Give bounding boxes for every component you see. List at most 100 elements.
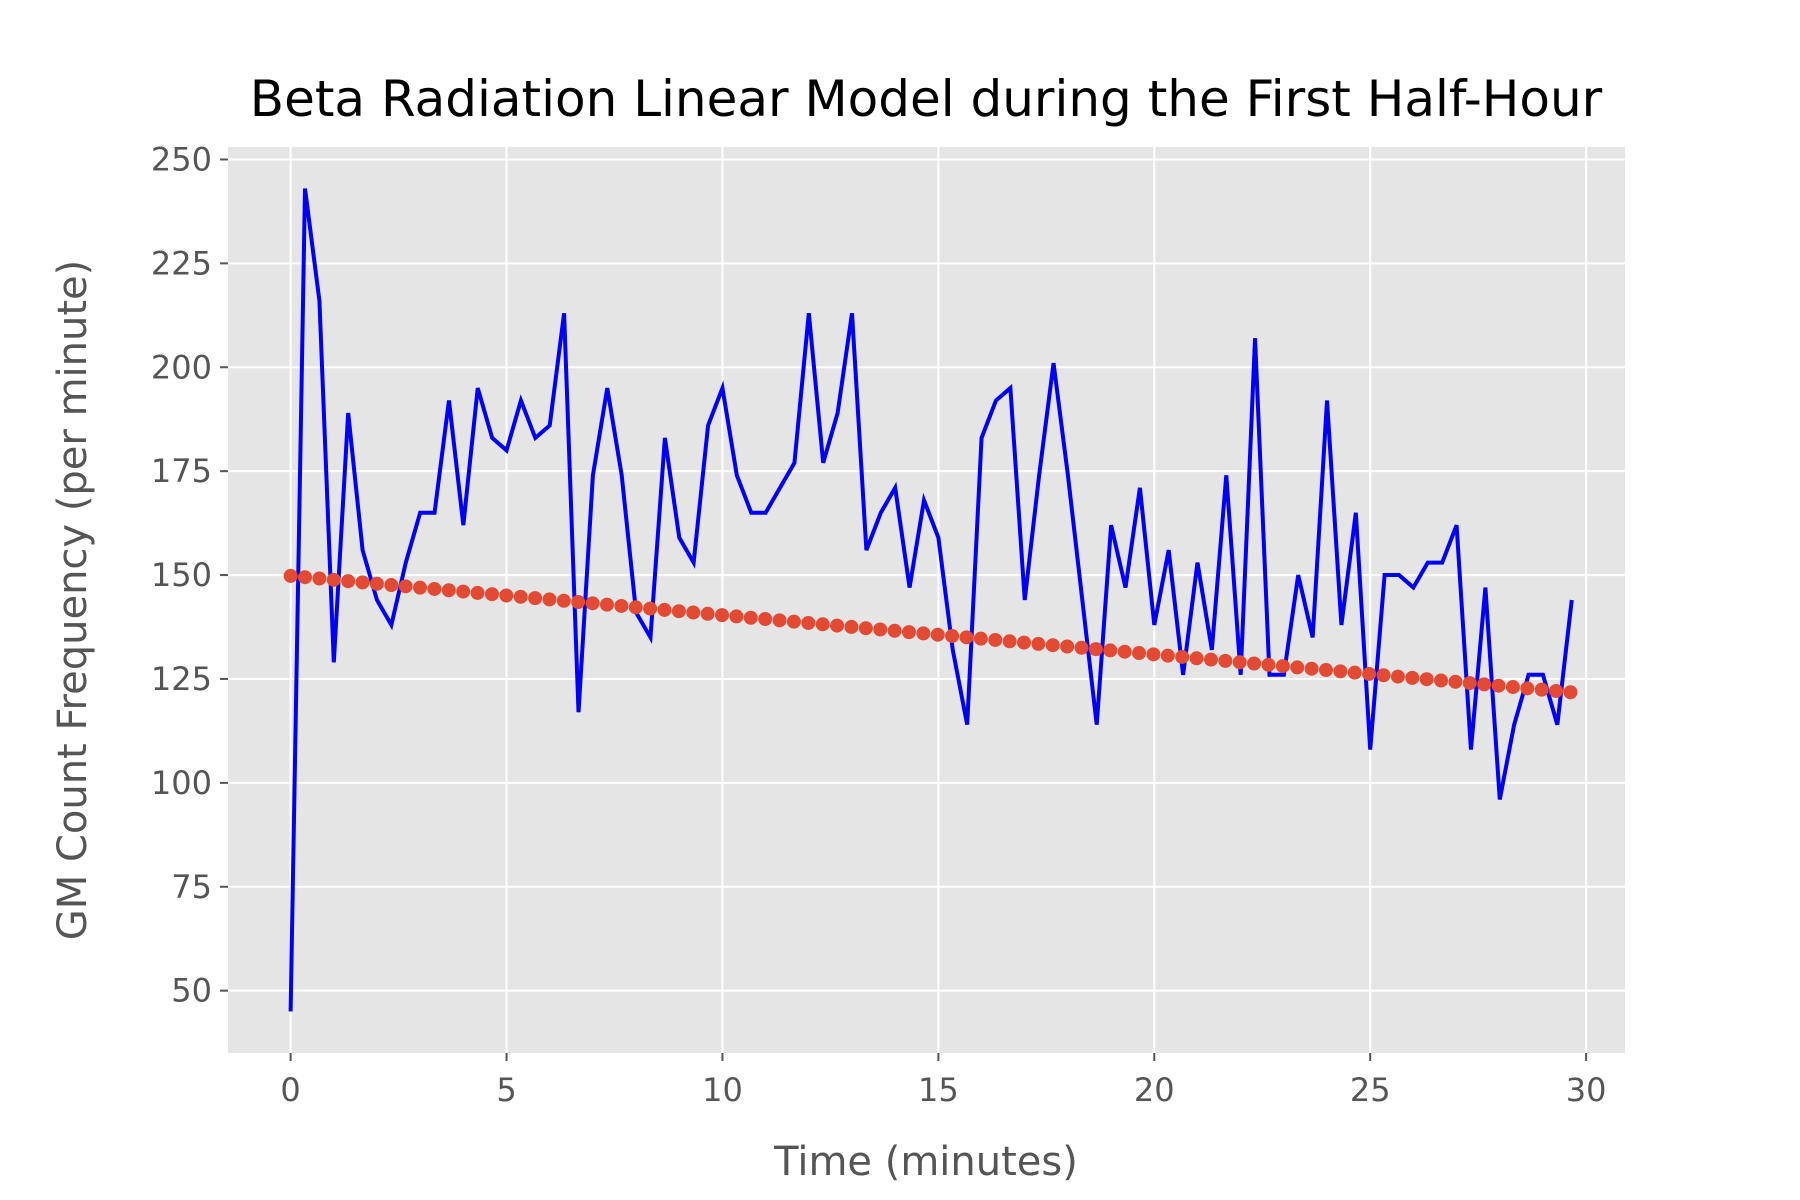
y-tick-label: 100	[151, 764, 212, 802]
linear-model-point	[830, 618, 845, 633]
x-tick-label: 20	[1134, 1071, 1175, 1109]
linear-model-point	[1376, 668, 1391, 683]
linear-model-point	[1203, 652, 1218, 667]
linear-model-point	[1103, 643, 1118, 658]
linear-model-point	[456, 584, 471, 599]
linear-model-point	[1247, 656, 1262, 671]
linear-model-point	[973, 631, 988, 646]
linear-model-point	[1477, 677, 1492, 692]
linear-model-point	[413, 580, 428, 595]
linear-model-point	[1218, 653, 1233, 668]
linear-model-point	[1017, 635, 1032, 650]
linear-model-point	[700, 606, 715, 621]
linear-model-point	[858, 621, 873, 636]
axis-ticks: 0 5 10 15 20 25 30 50 75 100 125 150 175 200 225 250	[151, 140, 1607, 1109]
linear-model-point	[1146, 647, 1161, 662]
linear-model-point	[1419, 672, 1434, 687]
linear-model-point	[643, 601, 658, 616]
linear-model-point	[614, 598, 629, 613]
x-tick-label: 15	[918, 1071, 959, 1109]
linear-model-point	[1390, 669, 1405, 684]
linear-model-point	[1448, 674, 1463, 689]
linear-model-point	[528, 591, 543, 606]
linear-model-point	[513, 589, 528, 604]
linear-model-point	[355, 575, 370, 590]
linear-model-point	[1088, 642, 1103, 657]
y-tick-label: 150	[151, 556, 212, 594]
linear-model-point	[326, 572, 341, 587]
linear-model-point	[283, 568, 298, 583]
linear-model-point	[1534, 682, 1549, 697]
grid-lines	[228, 147, 1625, 1053]
linear-model-point	[398, 579, 413, 594]
linear-model-point	[1074, 640, 1089, 655]
chart-title: Beta Radiation Linear Model during the F…	[250, 70, 1603, 128]
linear-model-point	[945, 629, 960, 644]
linear-model-point	[599, 597, 614, 612]
linear-model-point	[312, 571, 327, 586]
linear-model-point	[1002, 634, 1017, 649]
linear-model-point	[1347, 665, 1362, 680]
linear-model-point	[686, 605, 701, 620]
linear-model-point	[556, 593, 571, 608]
linear-model-point	[499, 588, 514, 603]
linear-model-point	[341, 574, 356, 589]
linear-model-point	[571, 595, 586, 610]
linear-model-point	[1318, 663, 1333, 678]
linear-model-point	[1505, 680, 1520, 695]
x-axis-label: Time (minutes)	[773, 1139, 1078, 1185]
y-tick-label: 125	[151, 660, 212, 698]
linear-model-point	[873, 622, 888, 637]
linear-model-point	[1261, 657, 1276, 672]
linear-model-point	[1031, 636, 1046, 651]
linear-model-point	[1563, 685, 1578, 700]
linear-model-point	[671, 604, 686, 619]
y-tick-label: 75	[171, 868, 212, 906]
plot-background	[228, 147, 1625, 1053]
linear-model-point	[988, 632, 1003, 647]
linear-model-point	[384, 578, 399, 593]
series-line-gm-count	[288, 188, 1574, 1012]
y-axis-label: GM Count Frequency (per minute)	[50, 260, 96, 941]
x-tick-label: 0	[280, 1071, 300, 1109]
x-tick-label: 30	[1566, 1071, 1607, 1109]
y-tick-label: 225	[151, 244, 212, 282]
x-tick-label: 10	[702, 1071, 743, 1109]
linear-model-point	[715, 608, 730, 623]
linear-model-point	[901, 625, 916, 640]
linear-model-point	[729, 609, 744, 624]
linear-model-point	[1290, 660, 1305, 675]
series-layer	[283, 188, 1578, 1012]
y-tick-label: 250	[151, 140, 212, 178]
linear-model-point	[1362, 666, 1377, 681]
x-tick-label: 25	[1350, 1071, 1391, 1109]
linear-model-point	[470, 585, 485, 600]
linear-model-point	[484, 587, 499, 602]
linear-model-point	[1333, 664, 1348, 679]
linear-model-point	[1405, 670, 1420, 685]
linear-model-point	[887, 623, 902, 638]
linear-model-point	[1132, 646, 1147, 661]
linear-model-point	[1304, 661, 1319, 676]
linear-model-point	[786, 614, 801, 629]
linear-model-point	[772, 613, 787, 628]
linear-model-point	[916, 626, 931, 641]
linear-model-point	[1275, 659, 1290, 674]
linear-model-point	[815, 617, 830, 632]
linear-model-point	[758, 612, 773, 627]
linear-model-point	[441, 583, 456, 598]
linear-model-point	[1060, 639, 1075, 654]
linear-model-point	[1232, 655, 1247, 670]
y-tick-label: 175	[151, 452, 212, 490]
linear-model-point	[743, 610, 758, 625]
linear-model-point	[427, 581, 442, 596]
linear-model-point	[1434, 673, 1449, 688]
linear-model-point	[1117, 644, 1132, 659]
linear-model-point	[1520, 681, 1535, 696]
linear-model-point	[369, 576, 384, 591]
y-tick-label: 50	[171, 972, 212, 1010]
linear-model-point	[1491, 678, 1506, 693]
linear-model-point	[1160, 648, 1175, 663]
linear-model-point	[1189, 651, 1204, 666]
